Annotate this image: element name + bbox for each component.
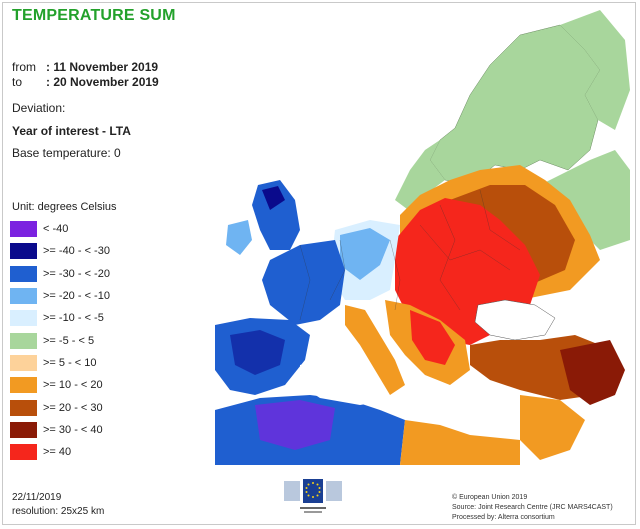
legend-label: >= 10 - < 20 [43,379,103,392]
credit-processed: Processed by: Alterra consortium [452,514,555,521]
legend: < -40 >= -40 - < -30 >= -30 - < -20 >= -… [10,218,110,463]
legend-item: >= -40 - < -30 [10,240,110,262]
legend-item: >= 30 - < 40 [10,419,110,441]
to-value: : 20 November 2019 [46,75,159,89]
unit-label: Unit: degrees Celsius [12,201,117,213]
legend-swatch [10,221,37,238]
legend-label: >= 30 - < 40 [43,423,103,436]
legend-label: >= -10 - < -5 [43,312,104,325]
legend-label: >= -20 - < -10 [43,290,110,303]
from-label: from [12,60,36,74]
legend-swatch [10,354,37,371]
credit-source: Source: Joint Research Centre (JRC MARS4… [452,504,613,511]
legend-label: < -40 [43,223,69,236]
legend-swatch [10,377,37,394]
to-label: to [12,75,23,89]
legend-item: >= -30 - < -20 [10,263,110,285]
base-temperature: Base temperature: 0 [12,146,121,160]
legend-swatch [10,399,37,416]
legend-item: < -40 [10,218,110,240]
period-to: to : 20 November 2019 [12,75,159,89]
legend-label: >= 5 - < 10 [43,356,97,369]
legend-label: >= -40 - < -30 [43,245,110,258]
legend-item: >= 5 - < 10 [10,352,110,374]
legend-swatch [10,332,37,349]
legend-item: >= 20 - < 30 [10,396,110,418]
legend-item: >= -10 - < -5 [10,307,110,329]
legend-swatch [10,421,37,438]
legend-swatch [10,243,37,260]
legend-label: >= 40 [43,446,72,459]
legend-swatch [10,288,37,305]
legend-label: >= -5 - < 5 [43,334,95,347]
map-frame [2,2,636,525]
map-title: TEMPERATURE SUM [12,7,176,24]
credit-copyright: © European Union 2019 [452,494,528,501]
europe-temperature-map [215,10,630,465]
comparison-label: Year of interest - LTA [12,124,131,138]
legend-item: >= 10 - < 20 [10,374,110,396]
issue-date: 22/11/2019 [12,492,62,503]
legend-swatch [10,265,37,282]
resolution: resolution: 25x25 km [12,506,105,517]
legend-item: >= -20 - < -10 [10,285,110,307]
legend-label: >= 20 - < 30 [43,401,103,414]
period-from: from : 11 November 2019 [12,60,158,74]
legend-item: >= -5 - < 5 [10,329,110,351]
legend-swatch [10,444,37,461]
legend-label: >= -30 - < -20 [43,267,110,280]
legend-swatch [10,310,37,327]
european-commission-logo [282,477,344,519]
legend-item: >= 40 [10,441,110,463]
deviation-label: Deviation: [12,101,66,115]
from-value: : 11 November 2019 [46,60,159,74]
